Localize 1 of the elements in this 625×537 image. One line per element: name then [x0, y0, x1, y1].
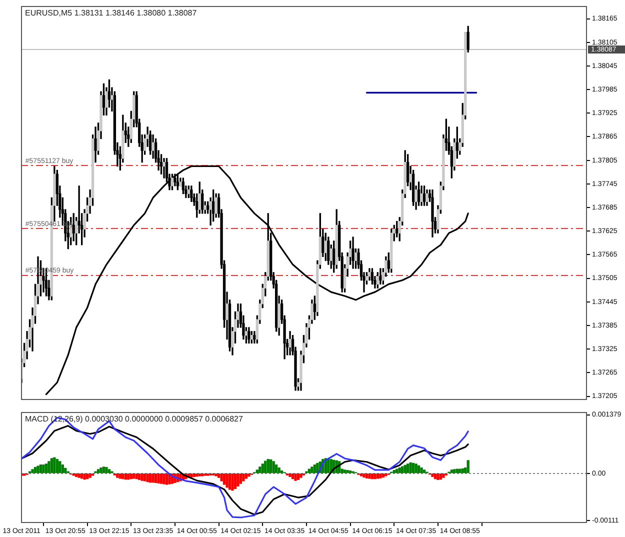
chart-title: EURUSD,M5 1.38131 1.38146 1.38080 1.38087	[25, 8, 198, 18]
